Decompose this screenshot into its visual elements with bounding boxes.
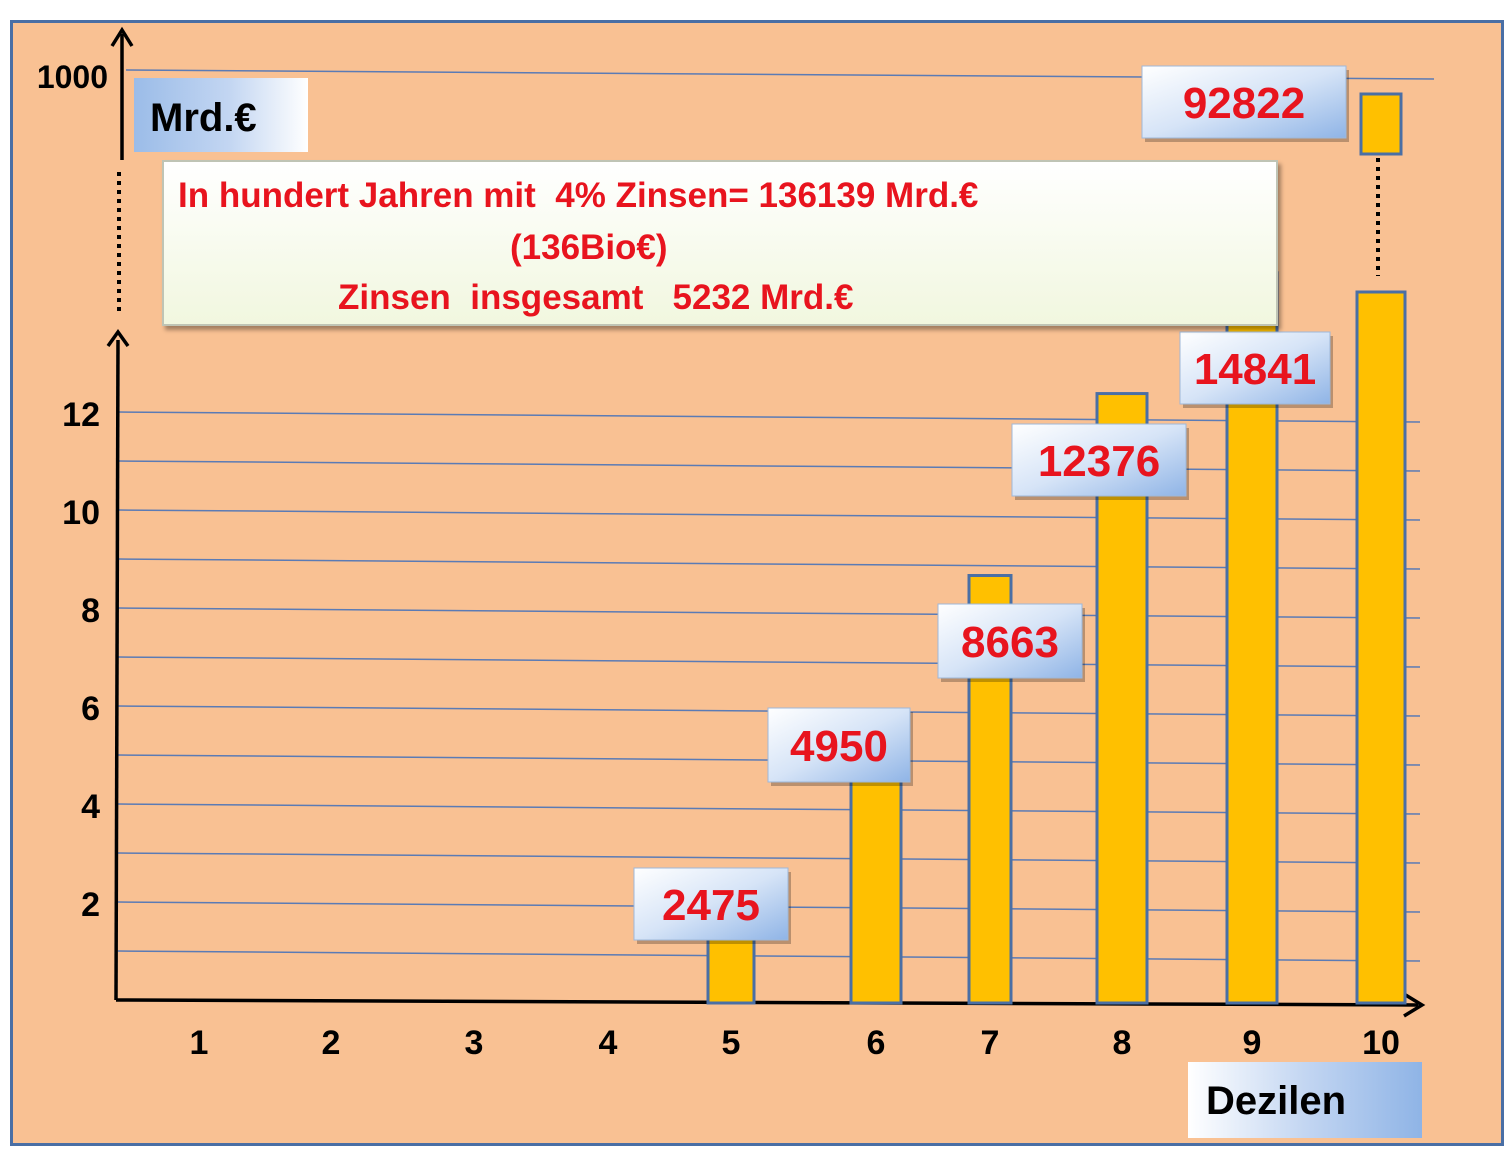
y-axis-title: Mrd.€ (150, 96, 257, 140)
gridline (117, 950, 1421, 962)
y-axis-lower (114, 339, 120, 1001)
annotation-line-1: In hundert Jahren mit 4% Zinsen= 136139 … (178, 176, 979, 215)
value-label-box (633, 867, 789, 941)
y-axis-unit-label: Mrd.€ (134, 78, 308, 152)
value-label: 2475 (662, 881, 760, 930)
gridlines (117, 69, 1435, 962)
bar-10-top (1359, 92, 1403, 156)
x-tick-labels: 1 2 3 4 5 6 7 8 9 10 (190, 1024, 1400, 1062)
y-tick-label: 2 (81, 886, 100, 924)
value-label-box (767, 707, 911, 783)
x-tick-label: 8 (1113, 1024, 1132, 1062)
gridline (117, 656, 1421, 668)
value-label-box (1179, 331, 1331, 405)
gridline (117, 803, 1421, 815)
y-axis-upper-arrow-icon (110, 26, 134, 47)
y-tick-label: 6 (81, 690, 100, 728)
axes (106, 26, 1426, 1018)
y-axis-lower-arrow-icon (106, 328, 130, 348)
x-tick-label: 2 (322, 1024, 341, 1062)
y-tick-label-break: 1000 (37, 59, 108, 95)
gridline (117, 607, 1421, 619)
value-label-box (937, 603, 1083, 679)
gridline (117, 558, 1421, 570)
y-tick-label: 8 (81, 592, 100, 630)
gridline (117, 411, 1421, 423)
value-labels: 2475 4950 8663 12376 14841 92822 (633, 65, 1349, 944)
x-tick-label: 5 (722, 1024, 741, 1062)
annotation-line-3: Zinsen insgesamt 5232 Mrd.€ (338, 278, 854, 317)
y-tick-label: 4 (81, 788, 100, 826)
x-axis (115, 998, 1419, 1007)
x-tick-label: 10 (1362, 1024, 1400, 1062)
value-label: 4950 (790, 722, 888, 771)
x-axis-title: Dezilen (1206, 1079, 1347, 1123)
x-axis-arrow-icon (1403, 992, 1426, 1018)
value-label: 14841 (1194, 345, 1316, 394)
x-tick-label: 1 (190, 1024, 209, 1062)
y-tick-label: 12 (62, 396, 100, 434)
x-tick-label: 9 (1243, 1024, 1262, 1062)
value-label: 92822 (1183, 79, 1305, 128)
value-label-box (1141, 65, 1347, 139)
x-tick-label: 3 (465, 1024, 484, 1062)
x-tick-label: 6 (867, 1024, 886, 1062)
value-label-box (1011, 423, 1187, 497)
value-label: 8663 (961, 618, 1059, 667)
annotation-box: In hundert Jahren mit 4% Zinsen= 136139 … (162, 160, 1278, 326)
x-tick-label: 4 (599, 1024, 618, 1062)
annotation-line-2: (136Bio€) (510, 228, 668, 267)
bars (706, 92, 1407, 1005)
x-tick-label: 7 (981, 1024, 1000, 1062)
gridline (117, 852, 1421, 864)
gridline (117, 509, 1421, 521)
x-axis-unit-label: Dezilen (1188, 1062, 1422, 1138)
y-tick-label: 10 (62, 494, 100, 532)
gridline (117, 460, 1421, 472)
bar-10 (1355, 290, 1407, 1005)
y-tick-labels: 2 4 6 8 10 12 1000 (37, 59, 108, 924)
value-label: 12376 (1038, 437, 1160, 486)
bar-6 (849, 755, 903, 1005)
